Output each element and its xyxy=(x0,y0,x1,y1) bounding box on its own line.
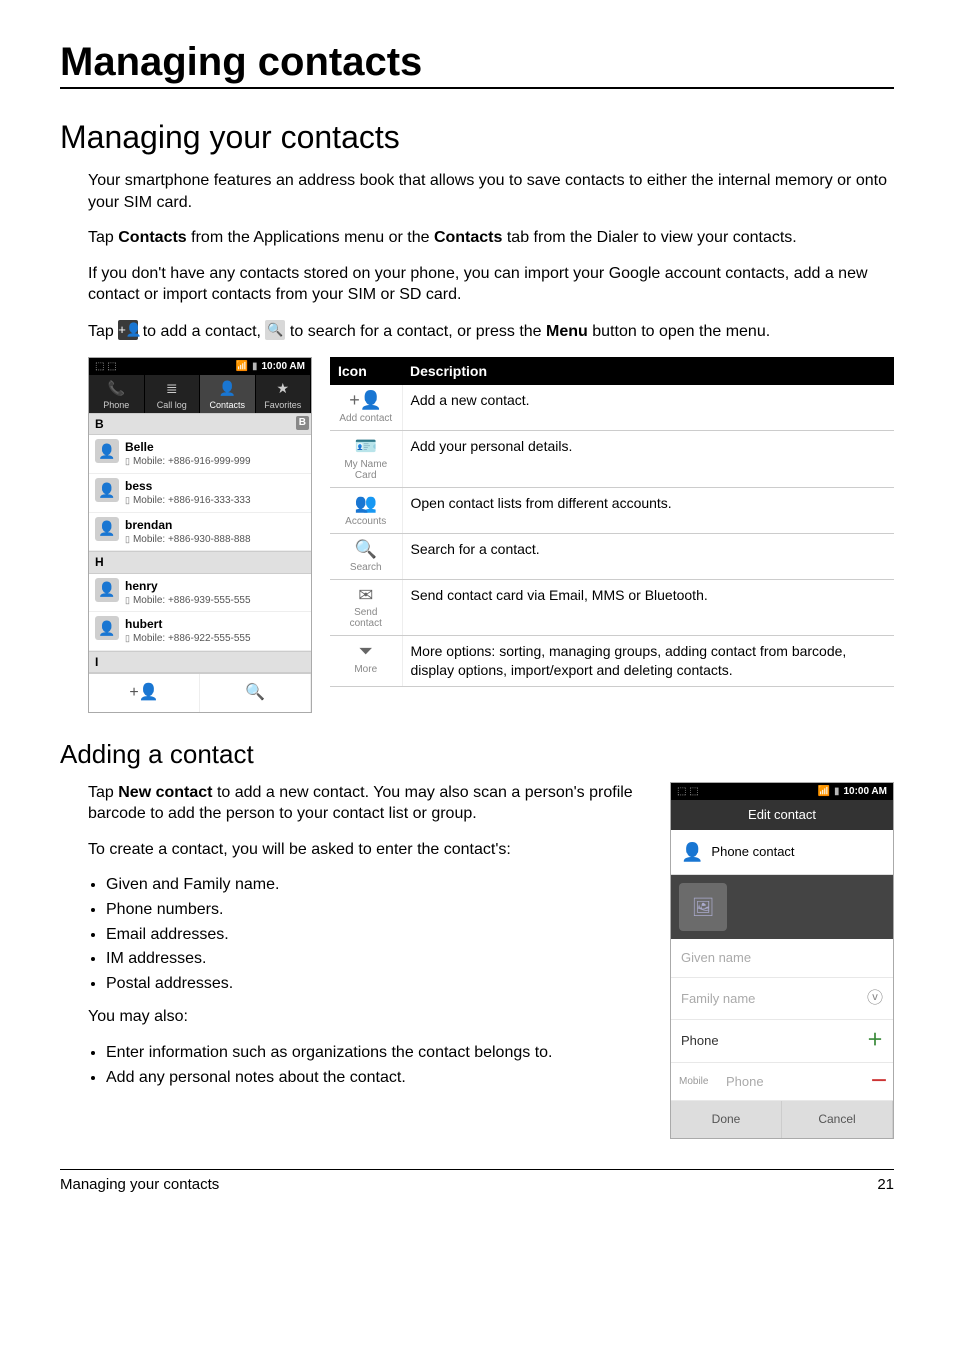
list-item: Postal addresses. xyxy=(106,973,650,995)
chapter-title: Managing contacts xyxy=(60,40,894,89)
field-list: Given and Family name. Phone numbers. Em… xyxy=(88,874,650,994)
status-left-icons: ⬚ ⬚ xyxy=(677,785,699,799)
avatar-icon: 👤 xyxy=(95,517,119,541)
contact-row[interactable]: 👤 henry▯Mobile: +886-939-555-555 xyxy=(89,574,311,613)
table-row: 👥Accounts Open contact lists from differ… xyxy=(330,488,894,534)
tab-call-log[interactable]: ≣Call log xyxy=(145,375,201,413)
contact-row[interactable]: 👤 brendan▯Mobile: +886-930-888-888 xyxy=(89,513,311,552)
accounts-icon: 👥 xyxy=(338,494,394,514)
wifi-icon: 📶 xyxy=(235,360,247,374)
list-item: Phone numbers. xyxy=(106,899,650,921)
add-para-1: Tap New contact to add a new contact. Yo… xyxy=(88,782,650,825)
name-card-icon: 🪪 xyxy=(338,437,394,457)
add-contact-button[interactable]: +👤 xyxy=(89,674,200,712)
expand-name-icon[interactable]: ⓥ xyxy=(867,988,883,1010)
contact-row[interactable]: 👤 Belle▯Mobile: +886-916-999-999 xyxy=(89,435,311,474)
add-contact-icon: +👤 xyxy=(338,391,394,411)
table-row: ⏷More More options: sorting, managing gr… xyxy=(330,636,894,687)
contact-type-row[interactable]: 👤 Phone contact xyxy=(671,830,893,875)
edit-contact-header: Edit contact xyxy=(671,800,893,830)
tab-favorites[interactable]: ★Favorites xyxy=(256,375,312,413)
page-number: 21 xyxy=(877,1176,894,1193)
list-item: Enter information such as organizations … xyxy=(106,1042,650,1064)
search-contact-button[interactable]: 🔍 xyxy=(200,674,311,712)
section-title: Managing your contacts xyxy=(60,119,894,156)
contact-photo-area[interactable]: 🖼 xyxy=(671,875,893,939)
list-item: IM addresses. xyxy=(106,948,650,970)
table-row: 🪪My Name Card Add your personal details. xyxy=(330,431,894,488)
contact-row[interactable]: 👤 hubert▯Mobile: +886-922-555-555 xyxy=(89,612,311,651)
table-header-icon: Icon xyxy=(330,357,402,386)
avatar-icon: 👤 xyxy=(95,439,119,463)
add-para-3: You may also: xyxy=(88,1006,650,1028)
list-item: Given and Family name. xyxy=(106,874,650,896)
add-photo-icon: 🖼 xyxy=(679,883,727,931)
list-item: Add any personal notes about the contact… xyxy=(106,1067,650,1089)
battery-icon: ▮ xyxy=(834,785,840,799)
contacts-screenshot: ⬚ ⬚ 📶 ▮ 10:00 AM 📞Phone ≣Call log 👤Conta… xyxy=(88,357,312,713)
family-name-field[interactable]: Family name ⓥ xyxy=(671,978,893,1021)
avatar-icon: 👤 xyxy=(95,578,119,602)
intro-para-4: Tap +👤 to add a contact, 🔍 to search for… xyxy=(88,320,894,343)
also-list: Enter information such as organizations … xyxy=(88,1042,650,1088)
search-icon: 🔍 xyxy=(338,540,394,560)
wifi-icon: 📶 xyxy=(817,785,829,799)
more-icon: ⏷ xyxy=(338,642,394,662)
index-letter-i: I xyxy=(89,651,311,673)
table-row: +👤Add contact Add a new contact. xyxy=(330,385,894,430)
tab-phone[interactable]: 📞Phone xyxy=(89,375,145,413)
avatar-icon: 👤 xyxy=(95,478,119,502)
status-left-icons: ⬚ ⬚ xyxy=(95,360,117,374)
add-para-2: To create a contact, you will be asked t… xyxy=(88,839,650,861)
battery-icon: ▮ xyxy=(252,360,258,374)
index-letter-h: H xyxy=(89,551,311,573)
send-contact-icon: ✉ xyxy=(338,586,394,606)
intro-para-2: Tap Contacts from the Applications menu … xyxy=(88,227,894,249)
phone-section-label: Phone ＋ xyxy=(671,1020,893,1063)
icon-description-table: Icon Description +👤Add contact Add a new… xyxy=(330,357,894,688)
index-letter-b: BB xyxy=(89,413,311,435)
list-item: Email addresses. xyxy=(106,924,650,946)
add-contact-icon: +👤 xyxy=(118,320,138,340)
remove-phone-icon[interactable]: － xyxy=(865,1069,893,1093)
avatar-icon: 👤 xyxy=(95,616,119,640)
add-phone-icon[interactable]: ＋ xyxy=(867,1030,883,1052)
given-name-field[interactable]: Given name xyxy=(671,939,893,978)
table-row: 🔍Search Search for a contact. xyxy=(330,533,894,579)
status-time: 10:00 AM xyxy=(843,785,887,799)
table-row: ✉Send contact Send contact card via Emai… xyxy=(330,579,894,636)
tab-contacts[interactable]: 👤Contacts xyxy=(200,375,256,413)
edit-contact-screenshot: ⬚ ⬚ 📶 ▮ 10:00 AM Edit contact 👤 Phone co… xyxy=(670,782,894,1139)
intro-para-1: Your smartphone features an address book… xyxy=(88,170,894,213)
subsection-title: Adding a contact xyxy=(60,739,894,770)
table-header-desc: Description xyxy=(402,357,894,386)
intro-para-3: If you don't have any contacts stored on… xyxy=(88,263,894,306)
status-time: 10:00 AM xyxy=(261,360,305,374)
phone-number-field[interactable]: Phone xyxy=(726,1063,865,1101)
contact-type-icon: 👤 xyxy=(681,840,703,864)
done-button[interactable]: Done xyxy=(671,1101,782,1137)
search-icon: 🔍 xyxy=(265,320,285,340)
phone-type-label[interactable]: Mobile xyxy=(671,1065,726,1099)
cancel-button[interactable]: Cancel xyxy=(782,1101,893,1137)
contact-row[interactable]: 👤 bess▯Mobile: +886-916-333-333 xyxy=(89,474,311,513)
footer-title: Managing your contacts xyxy=(60,1176,219,1193)
